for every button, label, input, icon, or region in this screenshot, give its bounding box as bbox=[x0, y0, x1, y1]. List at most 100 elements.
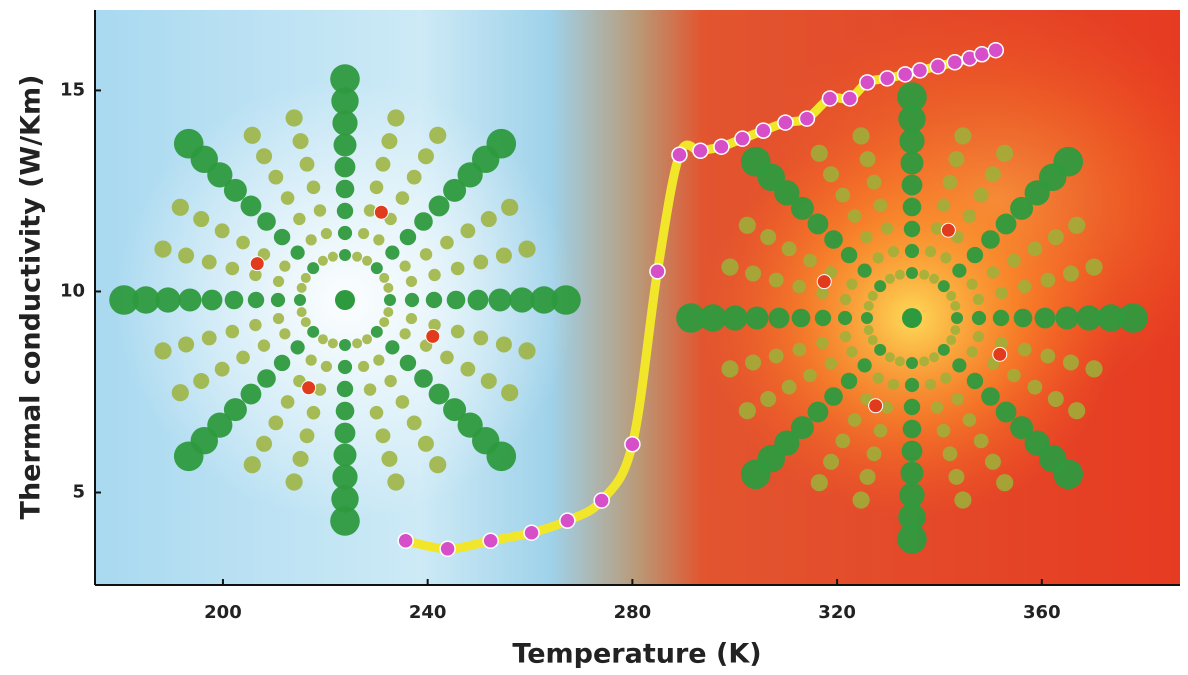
atom bbox=[906, 267, 918, 279]
atom bbox=[236, 236, 250, 250]
atom bbox=[293, 451, 309, 467]
atom bbox=[852, 127, 869, 144]
atom bbox=[903, 198, 922, 217]
atom bbox=[426, 329, 440, 343]
atom bbox=[370, 406, 384, 420]
atom bbox=[1014, 309, 1033, 328]
atom bbox=[396, 395, 410, 409]
atom bbox=[906, 357, 918, 369]
atom bbox=[905, 378, 919, 392]
atom bbox=[860, 231, 872, 243]
atom bbox=[481, 211, 497, 227]
atom bbox=[336, 402, 355, 421]
atom bbox=[1018, 343, 1032, 357]
atom bbox=[981, 230, 1000, 249]
atom bbox=[895, 356, 905, 366]
atom bbox=[811, 474, 828, 491]
atom bbox=[244, 127, 261, 144]
atom bbox=[864, 301, 874, 311]
atom bbox=[769, 349, 784, 364]
atom bbox=[154, 240, 171, 257]
atom bbox=[951, 393, 963, 405]
atom bbox=[973, 331, 984, 342]
data-point bbox=[650, 264, 665, 279]
atom bbox=[902, 175, 923, 196]
atom bbox=[215, 362, 230, 377]
atom bbox=[338, 226, 352, 240]
atom bbox=[358, 228, 369, 239]
atom bbox=[967, 247, 983, 263]
atom bbox=[885, 352, 895, 362]
atom bbox=[954, 491, 971, 508]
atom bbox=[864, 325, 874, 335]
atom bbox=[373, 234, 384, 245]
atom bbox=[852, 491, 869, 508]
atom bbox=[996, 145, 1013, 162]
atom bbox=[473, 331, 488, 346]
atom bbox=[841, 247, 857, 263]
atom bbox=[407, 415, 422, 430]
atom bbox=[374, 205, 388, 219]
atom bbox=[881, 222, 893, 234]
atom bbox=[314, 204, 326, 216]
atom bbox=[215, 223, 230, 238]
atom bbox=[418, 436, 434, 452]
atom bbox=[518, 342, 535, 359]
atom bbox=[721, 360, 738, 377]
atom bbox=[760, 229, 776, 245]
atom bbox=[940, 373, 951, 384]
atom bbox=[400, 229, 416, 245]
atom bbox=[256, 148, 272, 164]
atom bbox=[274, 229, 290, 245]
atom bbox=[931, 401, 943, 413]
atom bbox=[760, 391, 776, 407]
atom bbox=[236, 351, 250, 365]
atom bbox=[721, 258, 738, 275]
atom bbox=[996, 474, 1013, 491]
atom bbox=[873, 373, 884, 384]
atom bbox=[985, 166, 1001, 182]
atom bbox=[739, 402, 756, 419]
y-axis-label: Thermal conductivity (W/Km) bbox=[16, 75, 47, 520]
atom bbox=[746, 307, 769, 330]
atom bbox=[440, 236, 454, 250]
atom bbox=[285, 109, 302, 126]
atom bbox=[919, 270, 929, 280]
atom bbox=[429, 196, 450, 217]
atom bbox=[858, 264, 872, 278]
atom bbox=[885, 274, 895, 284]
atom bbox=[335, 423, 356, 444]
atom bbox=[1035, 308, 1056, 329]
atom bbox=[396, 191, 410, 205]
x-tick-label: 200 bbox=[204, 602, 242, 623]
atom bbox=[815, 310, 831, 326]
atom bbox=[496, 336, 512, 352]
atom bbox=[948, 151, 964, 167]
atom bbox=[379, 317, 389, 327]
atom bbox=[1085, 258, 1102, 275]
atom bbox=[950, 325, 960, 335]
atom bbox=[897, 524, 927, 554]
atom bbox=[334, 134, 357, 157]
atom bbox=[1085, 360, 1102, 377]
data-point bbox=[988, 43, 1003, 58]
atom bbox=[967, 373, 983, 389]
atom bbox=[952, 264, 966, 278]
atom bbox=[307, 262, 319, 274]
atom bbox=[840, 331, 851, 342]
atom bbox=[745, 354, 761, 370]
atom bbox=[824, 387, 843, 406]
atom bbox=[816, 337, 828, 349]
atom bbox=[371, 262, 383, 274]
atom bbox=[387, 109, 404, 126]
atom bbox=[1027, 241, 1042, 256]
atom bbox=[1068, 402, 1085, 419]
atom bbox=[400, 328, 411, 339]
atom bbox=[178, 336, 194, 352]
atom bbox=[400, 355, 416, 371]
atom bbox=[154, 342, 171, 359]
atom bbox=[888, 379, 899, 390]
atom bbox=[941, 223, 955, 237]
atom bbox=[551, 285, 581, 315]
atom bbox=[925, 246, 936, 257]
